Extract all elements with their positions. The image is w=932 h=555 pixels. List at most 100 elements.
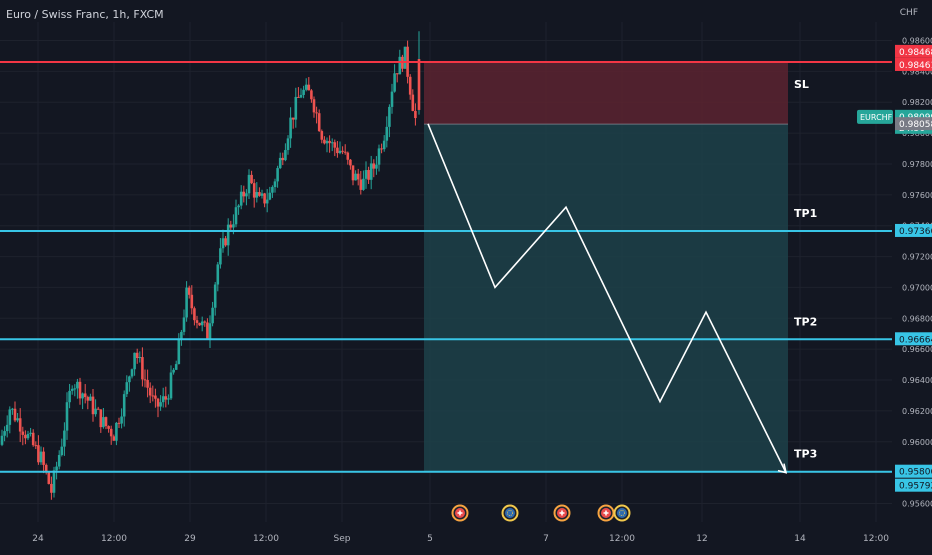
globe-icon-fill xyxy=(617,508,627,518)
candle-body xyxy=(258,192,261,196)
candle-body xyxy=(91,396,95,415)
candle-body xyxy=(346,152,350,160)
price-tick-label: 0.96600 xyxy=(902,345,932,354)
candle-body xyxy=(336,147,339,154)
candle-body xyxy=(417,59,421,110)
price-tick-label: 0.96200 xyxy=(902,407,932,416)
time-tick-label: 12 xyxy=(696,534,707,544)
candle-body xyxy=(276,168,279,182)
candle-body xyxy=(234,207,238,225)
candle-body xyxy=(102,417,105,428)
candle-body xyxy=(377,148,381,165)
candle-body xyxy=(260,193,264,196)
candle-body xyxy=(133,352,136,370)
candle-body xyxy=(198,322,201,326)
sl-badge xyxy=(895,57,932,71)
candle-body xyxy=(294,96,298,120)
candle-body xyxy=(375,164,378,169)
currency-label: CHF xyxy=(899,8,918,18)
tp3-badge xyxy=(895,464,932,478)
candle-body xyxy=(208,323,212,339)
candle-body xyxy=(161,396,165,403)
candle-body xyxy=(94,408,97,415)
candle-body xyxy=(367,170,370,180)
price-tick-label: 0.97000 xyxy=(902,283,932,292)
tp2-badge-text: 0.96664 xyxy=(899,335,932,345)
candle-body xyxy=(338,150,342,154)
candle-body xyxy=(237,205,240,208)
candle-body xyxy=(174,364,178,370)
take-profit-zone xyxy=(424,124,788,472)
candle-body xyxy=(320,131,324,140)
candle-body xyxy=(76,381,79,389)
candle-body xyxy=(247,174,251,194)
candle-body xyxy=(393,73,396,92)
candle-body xyxy=(8,409,12,425)
candle-body xyxy=(109,428,113,437)
candle-body xyxy=(221,238,225,249)
candle-body xyxy=(245,193,248,197)
candle-body xyxy=(304,84,308,90)
price-tick-label: 0.97800 xyxy=(902,160,932,169)
low-badge xyxy=(895,478,932,492)
candle-body xyxy=(42,451,45,465)
candle-body xyxy=(73,388,77,390)
time-tick-label: 29 xyxy=(184,534,196,544)
price-tick-label: 0.95600 xyxy=(902,499,932,508)
candle-body xyxy=(31,432,35,446)
globe-icon-fill xyxy=(505,508,515,518)
candle-body xyxy=(21,431,25,435)
tp1-badge-text: 0.97366 xyxy=(899,227,932,237)
candle-body xyxy=(195,320,199,323)
time-tick-label: 12:00 xyxy=(101,534,127,544)
stop-loss-zone xyxy=(424,61,788,125)
candle-body xyxy=(57,455,61,467)
candle-body xyxy=(351,165,355,181)
candle-body xyxy=(341,150,344,152)
candle-body xyxy=(81,393,84,399)
sl-high-badge xyxy=(895,44,932,58)
time-tick-label: Sep xyxy=(334,534,351,544)
candle-body xyxy=(151,395,155,397)
candle-body xyxy=(18,418,22,432)
candle-body xyxy=(68,390,71,403)
candle-body xyxy=(302,89,305,95)
candle-body xyxy=(224,238,227,246)
candle-body xyxy=(120,416,123,424)
candle-body xyxy=(362,178,365,190)
candle-body xyxy=(65,402,69,431)
candle-body xyxy=(307,84,311,91)
time-tick-label: 12:00 xyxy=(863,534,889,544)
candle-body xyxy=(330,142,334,144)
candle-body xyxy=(284,150,287,161)
candle-body xyxy=(229,224,233,228)
candle-body xyxy=(219,248,222,265)
candle-body xyxy=(154,395,157,399)
candle-body xyxy=(242,191,246,197)
candle-body xyxy=(63,430,66,447)
candle-body xyxy=(159,402,162,407)
tp2-line-label: TP2 xyxy=(794,315,817,328)
candle-body xyxy=(281,157,285,161)
tp1-badge xyxy=(895,223,932,237)
candle-body xyxy=(211,307,214,324)
candle-body xyxy=(364,170,368,179)
globe-icon-stars xyxy=(619,510,625,516)
candle-body xyxy=(96,408,100,410)
time-tick-label: 12:00 xyxy=(253,534,279,544)
price-tick-label: 0.98400 xyxy=(902,67,932,76)
candle-body xyxy=(268,192,272,200)
candle-body xyxy=(310,90,313,100)
candle-body xyxy=(278,157,282,169)
candle-body xyxy=(29,432,32,434)
projection-path xyxy=(427,123,787,473)
candle-body xyxy=(328,140,331,144)
candle-body xyxy=(122,394,126,417)
symbol-badge xyxy=(857,109,893,124)
candle-body xyxy=(164,396,168,400)
candle-body xyxy=(135,352,139,358)
candle-body xyxy=(169,372,173,399)
candle-body xyxy=(414,110,417,119)
